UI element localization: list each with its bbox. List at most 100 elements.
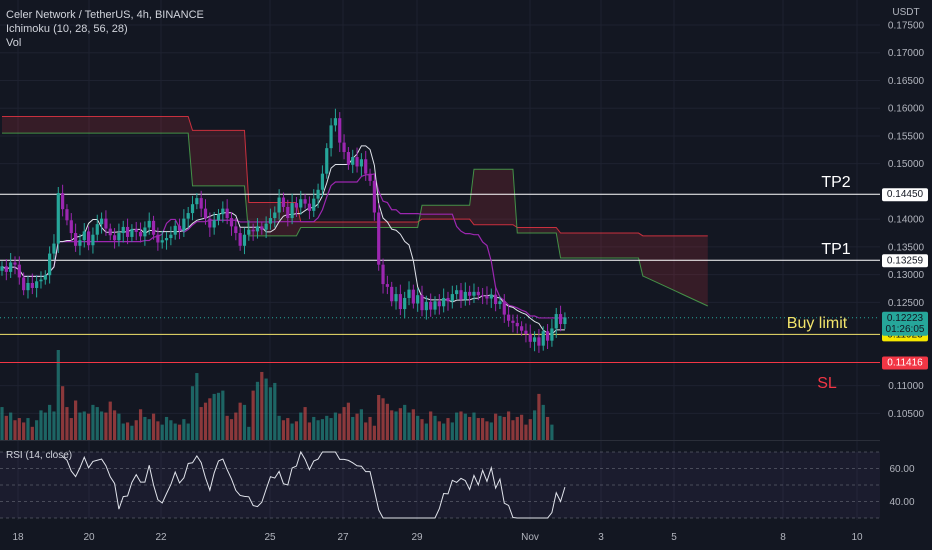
volume-bar bbox=[260, 371, 264, 440]
volume-bar bbox=[511, 420, 515, 440]
candle-body bbox=[381, 264, 385, 285]
time-tick-label: 27 bbox=[337, 532, 349, 543]
candle-body bbox=[320, 173, 325, 190]
volume-bar bbox=[294, 421, 299, 440]
volume-bar bbox=[390, 410, 394, 440]
price-tick-label: 0.11000 bbox=[888, 381, 924, 392]
volume-bar bbox=[450, 422, 454, 440]
candle-body bbox=[299, 199, 303, 208]
candle-body bbox=[173, 225, 177, 235]
volume-bar bbox=[273, 382, 277, 440]
volume-bar bbox=[4, 415, 8, 440]
volume-bar bbox=[22, 422, 26, 440]
volume-bar bbox=[342, 407, 346, 440]
candle-body bbox=[234, 226, 238, 234]
candle-body bbox=[268, 218, 273, 224]
volume-bar bbox=[216, 392, 221, 440]
candle-body bbox=[195, 198, 199, 205]
time-tick-label: 29 bbox=[411, 532, 423, 543]
volume-bar bbox=[407, 412, 411, 440]
rsi-line bbox=[62, 450, 566, 519]
candle-body bbox=[403, 297, 407, 310]
candle-body bbox=[312, 198, 316, 211]
candle-body bbox=[264, 223, 268, 230]
time-tick-label: Nov bbox=[521, 532, 539, 543]
price-tick-label: 0.10500 bbox=[888, 409, 925, 420]
candle-body bbox=[541, 331, 545, 346]
candle-body bbox=[351, 157, 355, 165]
symbol-title[interactable]: Celer Network / TetherUS, 4h, BINANCE bbox=[6, 9, 204, 21]
volume-bar bbox=[251, 390, 255, 440]
volume-bar bbox=[74, 400, 78, 440]
volume-bar bbox=[520, 414, 524, 440]
volume-bar bbox=[229, 419, 234, 440]
candle-body bbox=[420, 295, 424, 311]
time-tick-label: 3 bbox=[598, 532, 604, 543]
volume-bar bbox=[147, 419, 151, 440]
last-price-tag: 01:26:05 bbox=[886, 324, 925, 335]
candle-body bbox=[177, 225, 182, 231]
volume-bar bbox=[13, 420, 17, 440]
volume-bar bbox=[429, 411, 433, 440]
volume-bar bbox=[78, 412, 82, 440]
price-axis[interactable]: USDT 0.17500 0.17000 0.16500 0.16000 0.15500 0… bbox=[882, 7, 928, 508]
rsi-tick-label: 60.00 bbox=[889, 464, 914, 475]
volume-bar bbox=[329, 418, 333, 440]
candle-body bbox=[247, 229, 251, 235]
volume-bar bbox=[537, 393, 541, 440]
candle-body bbox=[446, 297, 450, 302]
candle-body bbox=[437, 301, 441, 307]
candle-body bbox=[498, 301, 502, 305]
candle-body bbox=[463, 291, 467, 300]
candle-body bbox=[481, 295, 485, 297]
volume-bar bbox=[351, 416, 355, 440]
volume-bar bbox=[359, 409, 363, 440]
candle-body bbox=[91, 234, 95, 246]
candle-body bbox=[511, 320, 515, 323]
volume-bar bbox=[281, 420, 286, 440]
ichimoku-cloud bbox=[2, 116, 708, 307]
candle-body bbox=[515, 322, 519, 327]
candle-body bbox=[112, 235, 117, 241]
candle-body bbox=[385, 284, 389, 287]
ichimoku-legend[interactable]: Ichimoku (10, 28, 56, 28) bbox=[6, 23, 128, 35]
volume-bar bbox=[52, 411, 56, 440]
candle-body bbox=[251, 229, 255, 232]
candle-body bbox=[485, 295, 489, 299]
candle-body bbox=[273, 212, 277, 219]
volume-bar bbox=[234, 412, 238, 440]
volume-bar bbox=[247, 426, 251, 440]
candle-body bbox=[87, 231, 91, 246]
volume-bar bbox=[463, 413, 467, 440]
candle-body bbox=[307, 203, 312, 211]
volume-bar bbox=[472, 412, 476, 440]
candle-body bbox=[442, 297, 446, 307]
candle-body bbox=[65, 209, 69, 221]
candle-body bbox=[225, 208, 229, 219]
volume-bar bbox=[182, 419, 186, 440]
time-axis[interactable]: 18 20 22 25 27 29 Nov 3 5 8 10 bbox=[12, 532, 863, 543]
candle-body bbox=[26, 282, 30, 291]
volume-bar bbox=[403, 404, 407, 440]
candle-body bbox=[333, 118, 338, 126]
volume-legend[interactable]: Vol bbox=[6, 37, 22, 49]
price-tick-label: 0.17000 bbox=[888, 48, 925, 59]
volume-bar bbox=[242, 404, 247, 440]
candle-body bbox=[394, 294, 398, 302]
volume-bar bbox=[528, 419, 532, 440]
volume-bar bbox=[541, 404, 545, 440]
volume-bar bbox=[411, 409, 415, 440]
candle-body bbox=[368, 173, 372, 181]
price-tick-label: 0.13000 bbox=[888, 270, 925, 281]
volume-bar bbox=[455, 412, 459, 440]
volume-bar bbox=[476, 418, 480, 440]
volume-bar bbox=[532, 410, 537, 440]
candle-body bbox=[4, 266, 8, 272]
candle-body bbox=[134, 229, 138, 232]
volume-bar bbox=[177, 424, 182, 440]
rsi-legend[interactable]: RSI (14, close) bbox=[6, 450, 73, 461]
candle-body bbox=[39, 279, 43, 282]
candlesticks bbox=[0, 108, 567, 353]
candle-body bbox=[138, 231, 143, 237]
